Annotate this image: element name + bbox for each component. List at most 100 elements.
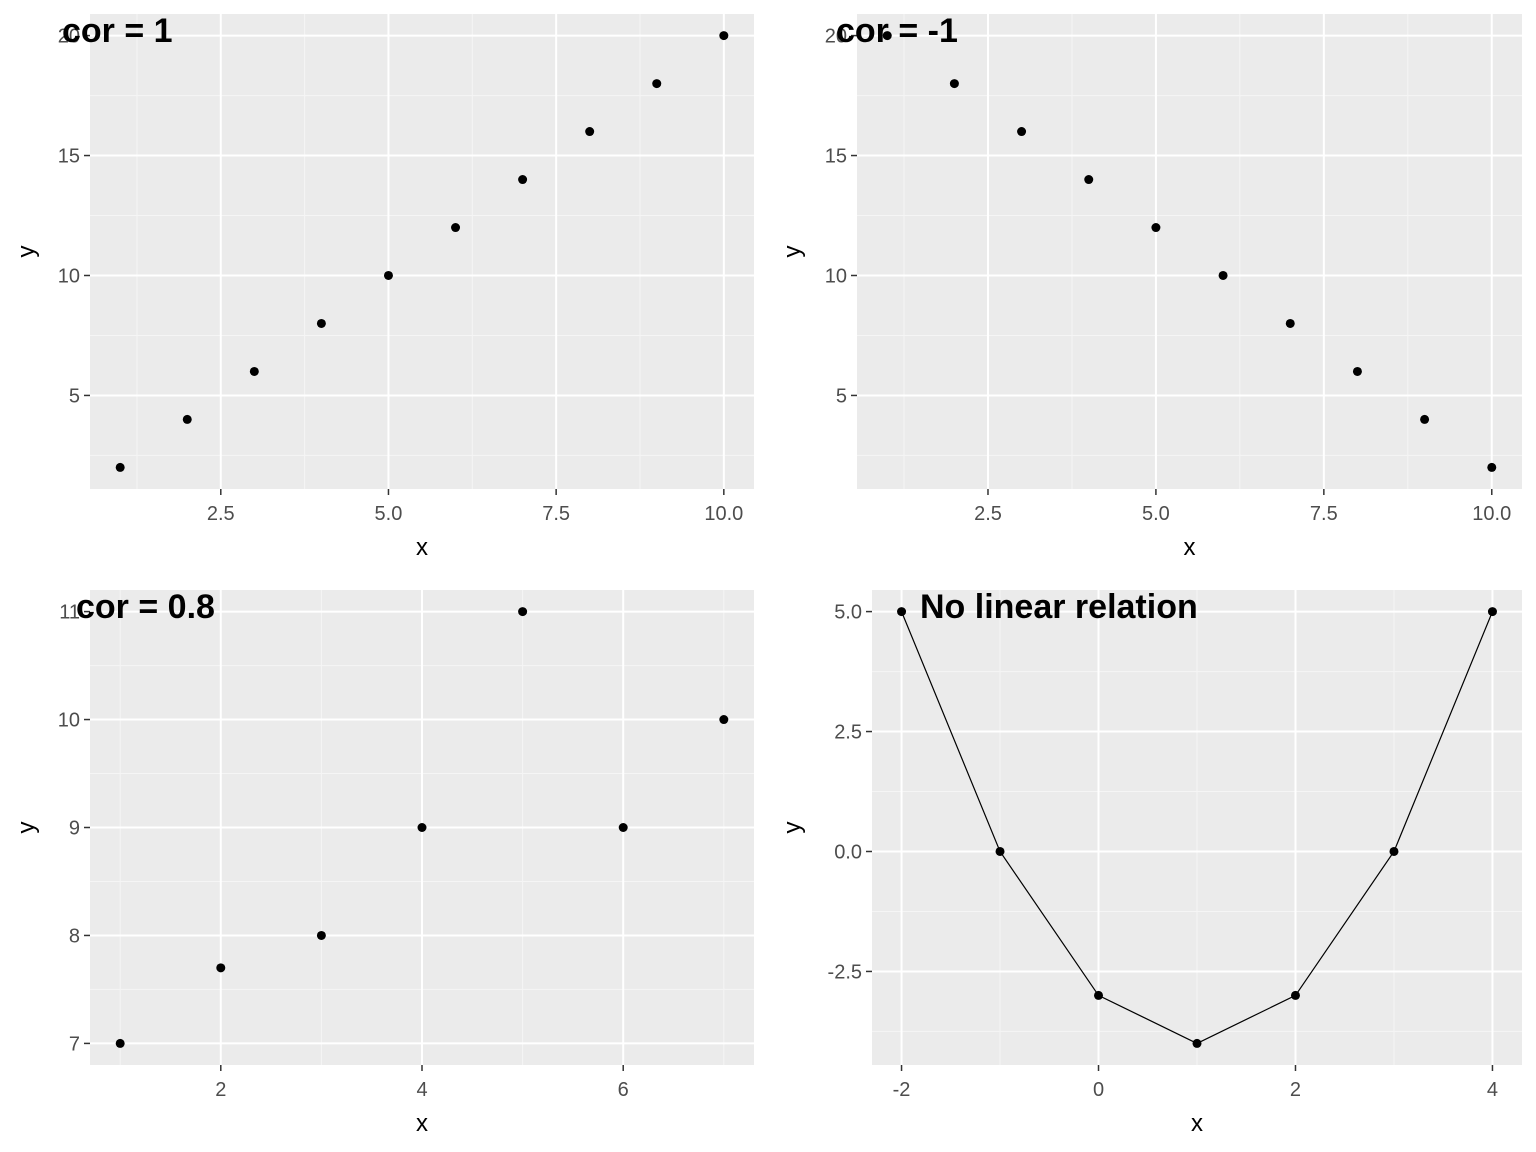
- panel-cor-minus-1: 2.5 5.0 7.5 10.0 5 10 15 20 x y cor = -1: [779, 12, 1522, 561]
- data-point: [115, 1038, 125, 1048]
- y-tick-label: 5.0: [834, 602, 862, 624]
- data-point: [182, 414, 192, 424]
- data-point: [719, 31, 729, 41]
- y-tick-label: -2.5: [828, 961, 862, 983]
- panel-title: No linear relation: [920, 588, 1198, 626]
- tick-labels: 2.5 5.0 7.5 10.0 5 10 15 20: [825, 26, 1511, 525]
- x-axis-title: x: [416, 1110, 428, 1137]
- y-tick-label: 8: [69, 925, 80, 947]
- data-point: [1151, 223, 1161, 233]
- y-tick-label: 15: [58, 146, 80, 168]
- y-tick-label: 15: [825, 146, 847, 168]
- x-tick-label: 7.5: [542, 503, 570, 525]
- y-tick-label: 11: [59, 602, 80, 624]
- x-axis-title: x: [1184, 534, 1196, 561]
- axis-ticks: [866, 610, 1494, 1071]
- y-axis-title: y: [13, 246, 40, 258]
- panel-background: [857, 14, 1522, 489]
- axis-ticks: [851, 34, 1493, 495]
- data-point: [518, 607, 528, 617]
- x-axis-title: x: [416, 534, 428, 561]
- data-point: [897, 607, 907, 617]
- x-tick-label: 2: [1290, 1079, 1301, 1101]
- panel-title: cor = -1: [836, 12, 958, 50]
- data-point: [1017, 127, 1027, 137]
- tick-labels: 2 4 6 7 8 9 10 11: [58, 602, 629, 1101]
- grid-lines: [857, 14, 1522, 489]
- y-tick-label: 7: [69, 1033, 80, 1055]
- data-point: [249, 366, 259, 376]
- y-tick-label: 10: [58, 710, 80, 732]
- x-tick-label: 10.0: [1472, 503, 1511, 525]
- y-tick-label: 2.5: [834, 722, 862, 744]
- data-marks: [115, 607, 729, 1048]
- data-point: [1218, 270, 1228, 280]
- data-point: [316, 930, 326, 940]
- data-point: [585, 127, 595, 137]
- data-point: [417, 823, 427, 832]
- x-tick-label: 5.0: [375, 503, 403, 525]
- data-point: [1487, 607, 1497, 617]
- data-point: [216, 963, 226, 973]
- x-tick-label: 7.5: [1310, 503, 1338, 525]
- x-tick-label: 6: [618, 1079, 629, 1101]
- x-tick-label: 0: [1093, 1079, 1104, 1101]
- x-tick-label: 5.0: [1142, 503, 1170, 525]
- axis-ticks: [84, 610, 624, 1071]
- data-point: [1084, 175, 1094, 185]
- x-tick-label: -2: [893, 1079, 911, 1101]
- data-point: [719, 715, 729, 725]
- y-axis-title: y: [13, 822, 40, 834]
- y-tick-label: 5: [69, 385, 80, 407]
- data-point: [316, 318, 326, 328]
- data-point: [1285, 318, 1295, 328]
- x-tick-label: 2: [215, 1079, 226, 1101]
- tick-labels: -2 0 2 4 -2.5 0.0 2.5 5.0: [828, 602, 1498, 1101]
- y-tick-label: 0.0: [834, 841, 862, 863]
- data-point: [652, 79, 662, 89]
- panel-cor-1: 2.5 5.0 7.5 10.0 5 10 15 20 x y cor = 1: [13, 12, 754, 561]
- panel-title: cor = 1: [62, 12, 173, 50]
- data-point: [1420, 414, 1430, 424]
- panel-background: [90, 14, 754, 489]
- data-point: [1389, 846, 1399, 856]
- axis-ticks: [84, 34, 725, 495]
- data-point: [618, 823, 628, 832]
- x-tick-label: 10.0: [704, 503, 743, 525]
- data-point: [518, 175, 528, 185]
- panel-title: cor = 0.8: [76, 588, 215, 626]
- data-point: [1352, 366, 1362, 376]
- data-point: [1290, 990, 1300, 1000]
- panel-cor-0-8: 2 4 6 7 8 9 10 11 x y cor = 0.8: [13, 588, 754, 1137]
- data-point: [949, 79, 959, 89]
- data-marks: [882, 31, 1497, 472]
- tick-labels: 2.5 5.0 7.5 10.0 5 10 15 20: [58, 26, 744, 525]
- y-axis-title: y: [779, 822, 806, 834]
- y-tick-label: 20: [58, 26, 80, 48]
- y-tick-label: 20: [825, 26, 847, 48]
- x-tick-label: 4: [1487, 1079, 1498, 1101]
- data-point: [882, 31, 892, 41]
- y-tick-label: 9: [69, 818, 80, 840]
- y-tick-label: 5: [836, 385, 847, 407]
- x-tick-label: 2.5: [974, 503, 1002, 525]
- panel-no-linear-relation: -2 0 2 4 -2.5 0.0 2.5 5.0 x y No linear relatio…: [779, 588, 1522, 1137]
- y-tick-label: 10: [825, 265, 847, 287]
- data-point: [451, 223, 461, 233]
- grid-lines: [872, 590, 1522, 1065]
- grid-lines: [90, 590, 754, 1065]
- data-point: [1094, 990, 1104, 1000]
- x-axis-title: x: [1191, 1110, 1203, 1137]
- x-tick-label: 4: [416, 1079, 427, 1101]
- data-marks: [115, 31, 729, 472]
- y-axis-title: y: [779, 246, 806, 258]
- y-tick-label: 10: [58, 265, 80, 287]
- data-point: [383, 270, 393, 280]
- data-point: [1487, 462, 1497, 472]
- data-point: [995, 846, 1005, 856]
- grid-lines: [90, 14, 754, 489]
- x-tick-label: 2.5: [207, 503, 235, 525]
- data-point: [1192, 1038, 1202, 1048]
- data-point: [115, 462, 125, 472]
